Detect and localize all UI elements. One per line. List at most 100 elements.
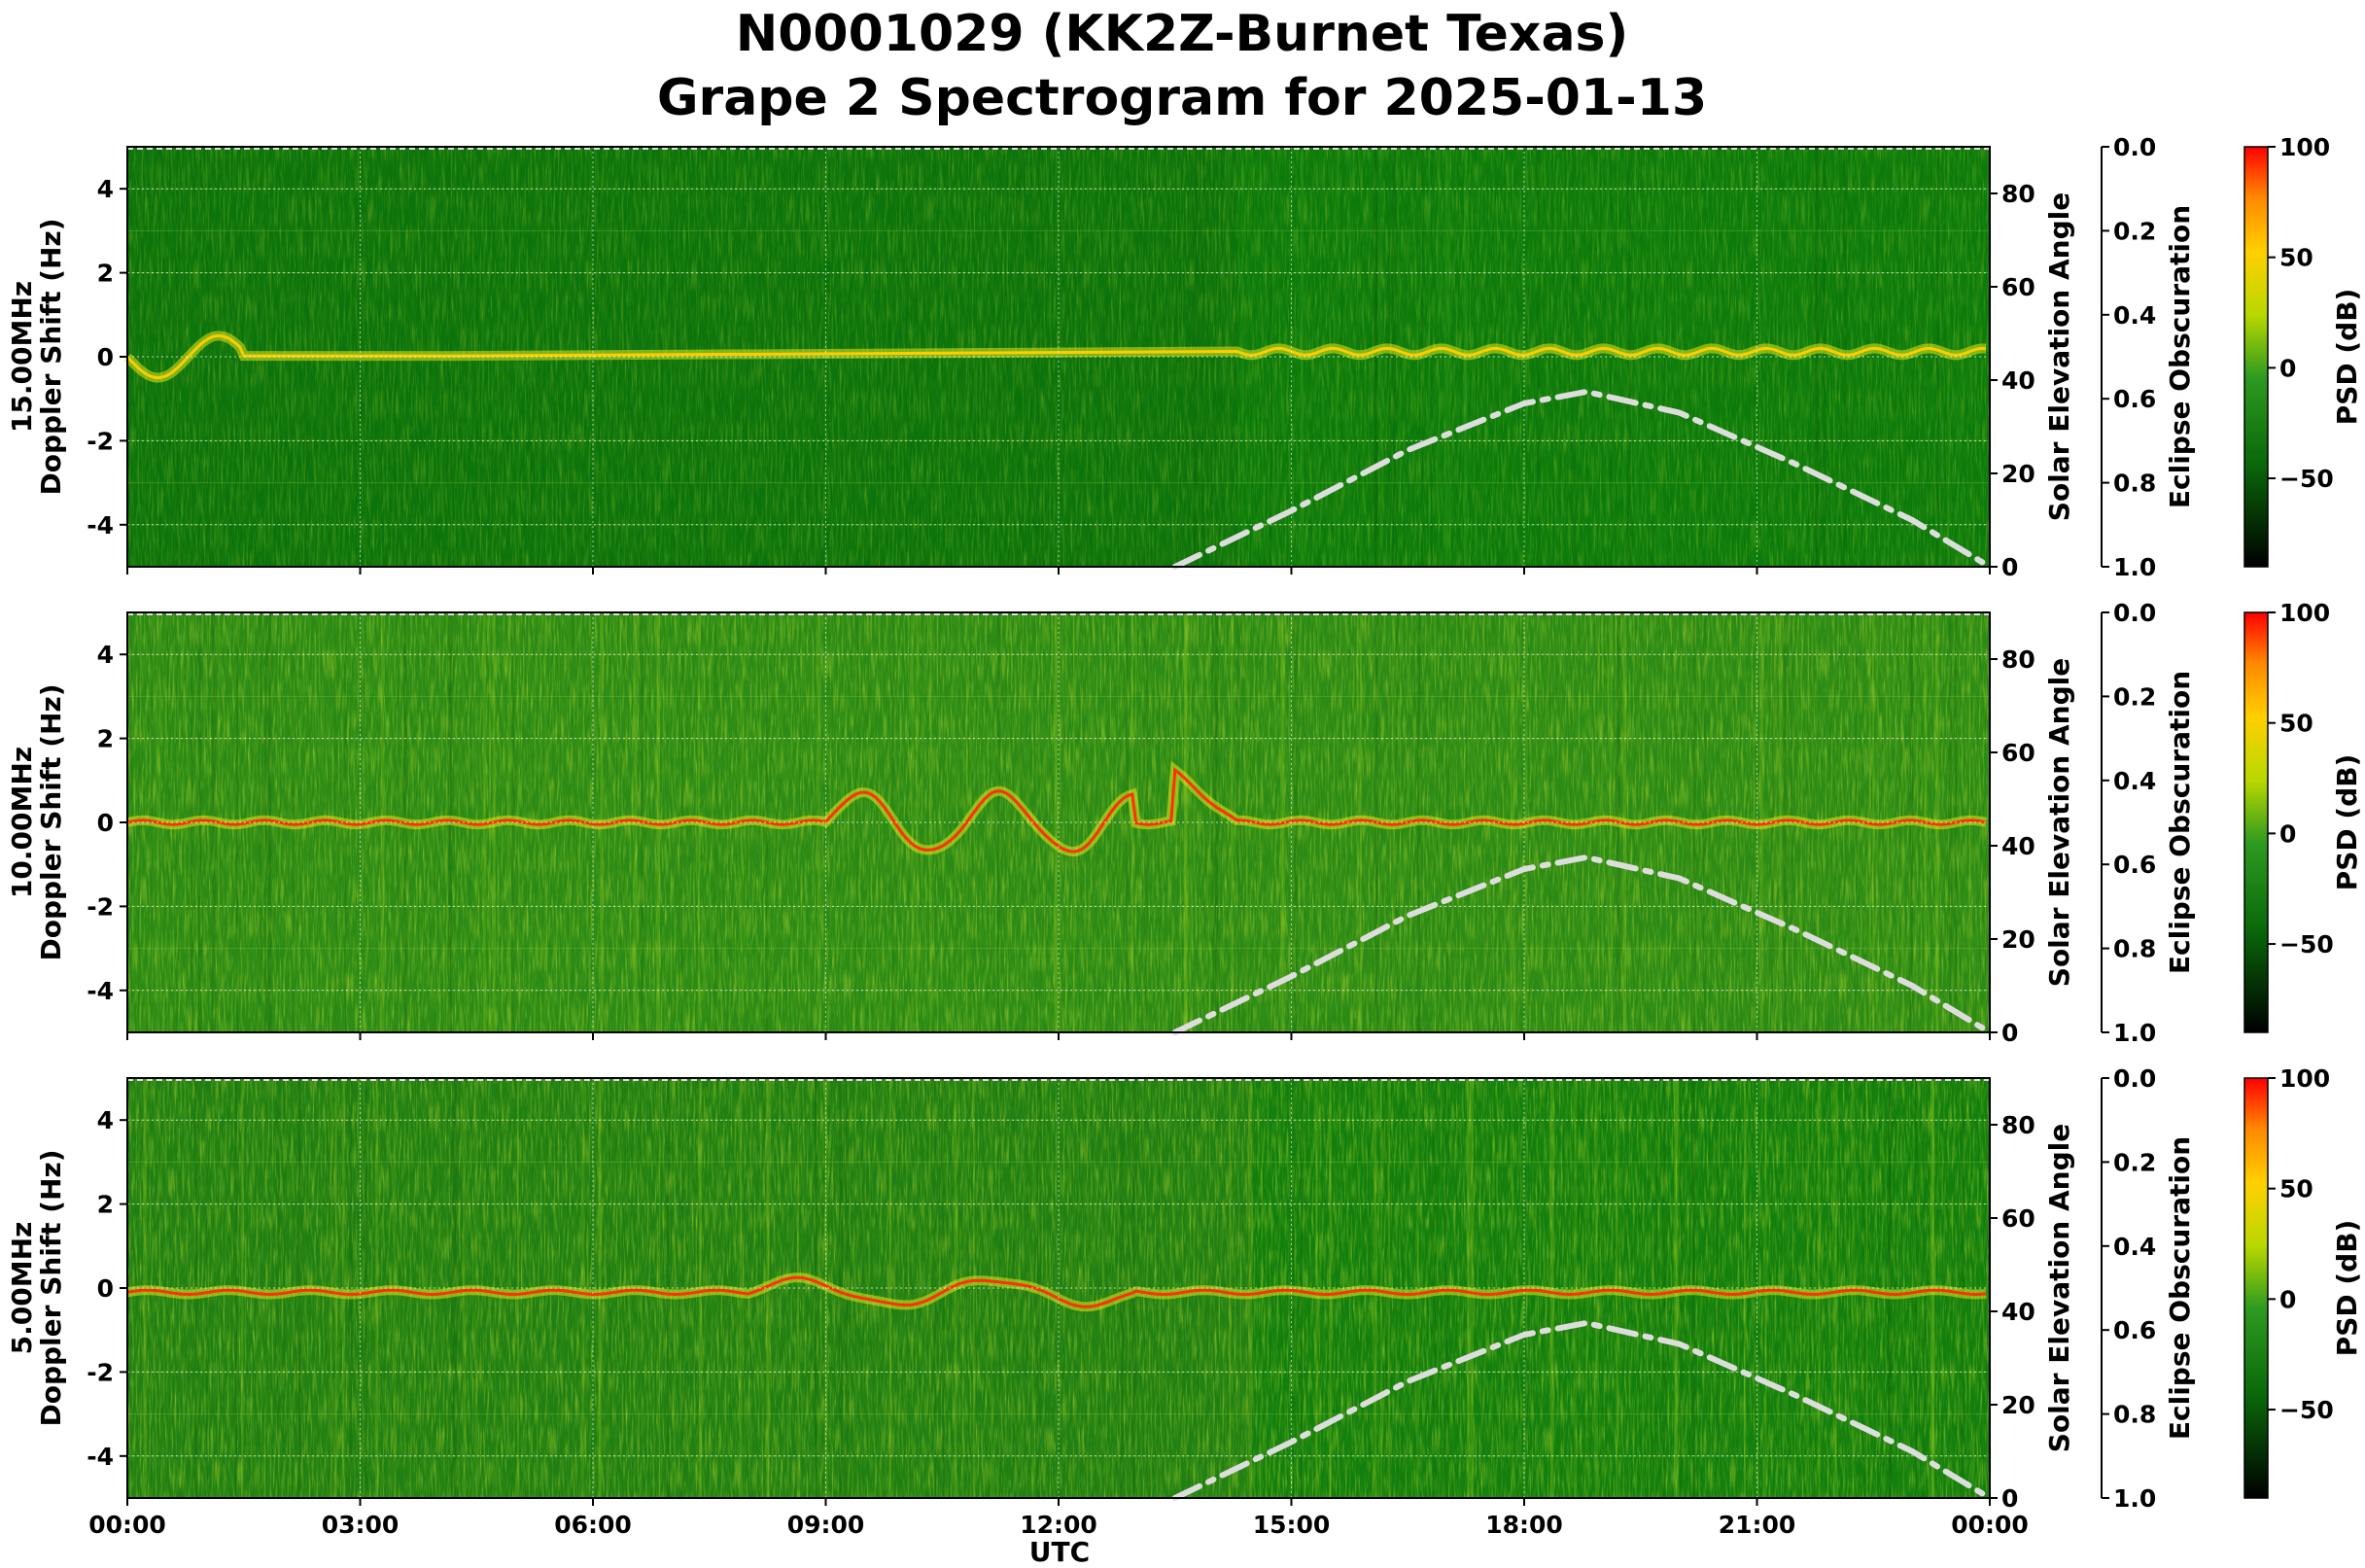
y-axis-eclipse-obscuration: 0.0 0.2 0.4 0.6 0.8 1.0 Eclipse Obscuration — [2101, 1064, 2196, 1513]
streak — [1229, 1078, 1232, 1498]
y-tick-label: 4 — [97, 175, 114, 203]
eclipse-obscuration-label: Eclipse Obscuration — [2164, 205, 2196, 508]
y-axis-label-frequency: 15.00MHz — [6, 281, 38, 433]
streak — [1184, 612, 1189, 1032]
elev-tick-label: 0 — [2001, 1484, 2018, 1513]
streak — [1315, 1078, 1318, 1498]
eclipse-tick-label: 0.0 — [2113, 599, 2156, 627]
streak — [1392, 147, 1397, 567]
solar-elevation-curve — [1171, 854, 1993, 1035]
streak — [206, 147, 211, 567]
streak — [1888, 1078, 1892, 1498]
streak — [581, 1078, 585, 1498]
y-tick-label: 2 — [97, 1191, 114, 1219]
streak — [1744, 1078, 1746, 1498]
eclipse-tick-label: 0.8 — [2113, 935, 2156, 963]
psd-colorbar: 100 50 0 −50 PSD (dB) — [2243, 133, 2363, 568]
streak — [1506, 147, 1509, 567]
streak — [1606, 147, 1609, 567]
y-axis-solar-elevation: 80 60 40 20 0 Solar Elevation Angle — [1990, 1111, 2075, 1513]
y-axis-solar-elevation: 80 60 40 20 0 Solar Elevation Angle — [1990, 645, 2075, 1047]
streak — [991, 1078, 993, 1498]
x-axis-label: UTC — [1029, 1536, 1090, 1568]
y-tick-label: 0 — [97, 343, 114, 371]
y-tick-label: 2 — [97, 260, 114, 288]
streak — [916, 612, 919, 1032]
streak — [999, 1078, 1001, 1498]
eclipse-tick-label: 1.0 — [2113, 553, 2156, 581]
y-tick-label: 2 — [97, 725, 114, 753]
solar-elevation-label: Solar Elevation Angle — [2043, 658, 2075, 987]
carrier-line — [125, 334, 1987, 380]
streak — [1437, 147, 1442, 567]
y-tick-label: 4 — [97, 1106, 114, 1134]
streak — [1386, 147, 1390, 567]
eclipse-tick-label: 0.6 — [2113, 385, 2156, 413]
colorbar-tick-label: 0 — [2279, 354, 2296, 382]
streak — [1121, 612, 1123, 1032]
eclipse-tick-label: 0.8 — [2113, 1401, 2156, 1429]
streak — [815, 1078, 817, 1498]
eclipse-tick-label: 0.0 — [2113, 133, 2156, 161]
colorbar-gradient — [2243, 611, 2269, 1033]
eclipse-tick-label: 0.6 — [2113, 1316, 2156, 1344]
colorbar-tick-label: 100 — [2279, 599, 2330, 627]
colorbar-gradient — [2243, 1077, 2269, 1499]
x-tick-label: 21:00 — [1719, 1511, 1796, 1539]
x-axis-ticks — [126, 1032, 1991, 1040]
streak — [1806, 1078, 1810, 1498]
elev-tick-label: 80 — [2001, 1111, 2035, 1139]
colorbar-tick-label: 100 — [2279, 1064, 2330, 1093]
x-tick-label: 12:00 — [1020, 1511, 1097, 1539]
streak — [814, 1078, 817, 1498]
streak — [1211, 612, 1215, 1032]
streak — [1378, 147, 1383, 567]
eclipse-obscuration-label: Eclipse Obscuration — [2164, 1136, 2196, 1440]
carrier-trace — [126, 1272, 1987, 1312]
y-tick-label: -4 — [87, 511, 114, 540]
colorbar-tick-label: 0 — [2279, 1285, 2296, 1313]
eclipse-tick-label: 0.2 — [2113, 682, 2156, 711]
y-tick-label: -2 — [87, 892, 114, 921]
eclipse-tick-label: 0.4 — [2113, 767, 2156, 795]
y-axis-eclipse-obscuration: 0.0 0.2 0.4 0.6 0.8 1.0 Eclipse Obscuration — [2101, 133, 2196, 581]
psd-colorbar: 100 50 0 −50 PSD (dB) — [2243, 599, 2363, 1033]
elev-tick-label: 40 — [2001, 1298, 2035, 1326]
x-tick-label: 00:00 — [1951, 1511, 2029, 1539]
eclipse-tick-label: 0.2 — [2113, 1148, 2156, 1176]
streak — [1087, 1078, 1089, 1498]
streak — [1960, 1078, 1965, 1498]
colorbar-tick-label: 100 — [2279, 133, 2330, 161]
streak — [1887, 1078, 1892, 1498]
streak — [1229, 147, 1231, 567]
y-tick-label: 0 — [97, 809, 114, 837]
streak — [1336, 147, 1339, 567]
eclipse-tick-label: 1.0 — [2113, 1019, 2156, 1047]
x-tick-label: 18:00 — [1485, 1511, 1563, 1539]
solar-elevation-curve — [1171, 389, 1993, 570]
streak — [1227, 147, 1232, 567]
streak — [1183, 612, 1187, 1032]
y-tick-label: -2 — [87, 1358, 114, 1386]
colorbar-tick-label: 50 — [2279, 244, 2313, 272]
streak — [341, 1078, 345, 1498]
y-axis-solar-elevation: 80 60 40 20 0 Solar Elevation Angle — [1990, 180, 2075, 581]
y-tick-label: 0 — [97, 1274, 114, 1303]
streak — [1227, 147, 1229, 567]
colorbar-gradient — [2243, 146, 2269, 568]
carrier-line — [126, 1275, 1987, 1308]
elev-tick-label: 60 — [2001, 739, 2035, 767]
x-axis-ticks: 00:00 03:00 06:00 09:00 12:00 15:00 18:00 21:00… — [88, 1498, 2029, 1539]
streak — [1428, 147, 1431, 567]
colorbar-tick-label: −50 — [2279, 465, 2334, 493]
streak — [1654, 1078, 1658, 1498]
elev-tick-label: 80 — [2001, 645, 2035, 674]
colorbar-label: PSD (dB) — [2331, 754, 2363, 891]
streak — [1059, 612, 1061, 1032]
eclipse-tick-label: 0.6 — [2113, 851, 2156, 879]
